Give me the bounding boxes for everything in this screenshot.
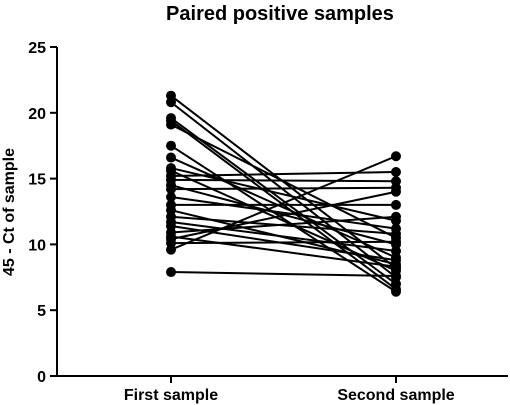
pair-line [170, 186, 397, 191]
axes: 0 5 10 15 20 25 First sample Second sample [28, 40, 508, 404]
data-point [391, 236, 401, 247]
data-point [391, 245, 401, 256]
data-point [391, 211, 401, 222]
data-point [166, 152, 176, 163]
data-point [166, 97, 176, 108]
pair-line [170, 144, 397, 293]
pair-line [170, 101, 397, 279]
data-point [166, 119, 176, 130]
chart-title: Paired positive samples [166, 3, 394, 25]
pair-line [170, 221, 397, 252]
pair-line [170, 117, 397, 285]
data-point [166, 244, 176, 255]
data-point [391, 167, 401, 178]
y-tick-label: 5 [37, 303, 46, 320]
data-points [166, 90, 401, 297]
pair-line [170, 196, 397, 230]
pair-line [170, 215, 397, 234]
y-axis-label: 45 - Ct of sample [1, 148, 18, 276]
data-point [166, 192, 176, 203]
data-point [166, 267, 176, 278]
data-point [391, 261, 401, 272]
pair-line [170, 235, 397, 268]
pair-lines [170, 94, 397, 293]
data-point [166, 184, 176, 195]
pair-line [170, 178, 397, 183]
y-tick-label: 15 [28, 172, 46, 189]
data-point [391, 186, 401, 197]
pair-line [170, 156, 397, 259]
data-point [166, 140, 176, 151]
data-point [391, 270, 401, 281]
pair-line [170, 271, 397, 277]
data-point [391, 199, 401, 210]
data-point [391, 151, 401, 162]
y-tick-label: 25 [28, 40, 46, 57]
x-tick-label: First sample [124, 387, 218, 404]
x-tick-label: Second sample [337, 387, 454, 404]
data-point [391, 228, 401, 239]
data-point [391, 286, 401, 297]
y-tick-label: 20 [28, 106, 46, 123]
pair-line [170, 190, 397, 241]
pair-line [170, 167, 397, 222]
pair-line [170, 155, 397, 251]
pair-line [170, 240, 397, 245]
y-tick-label: 0 [37, 369, 46, 386]
y-tick-label: 10 [28, 237, 46, 254]
